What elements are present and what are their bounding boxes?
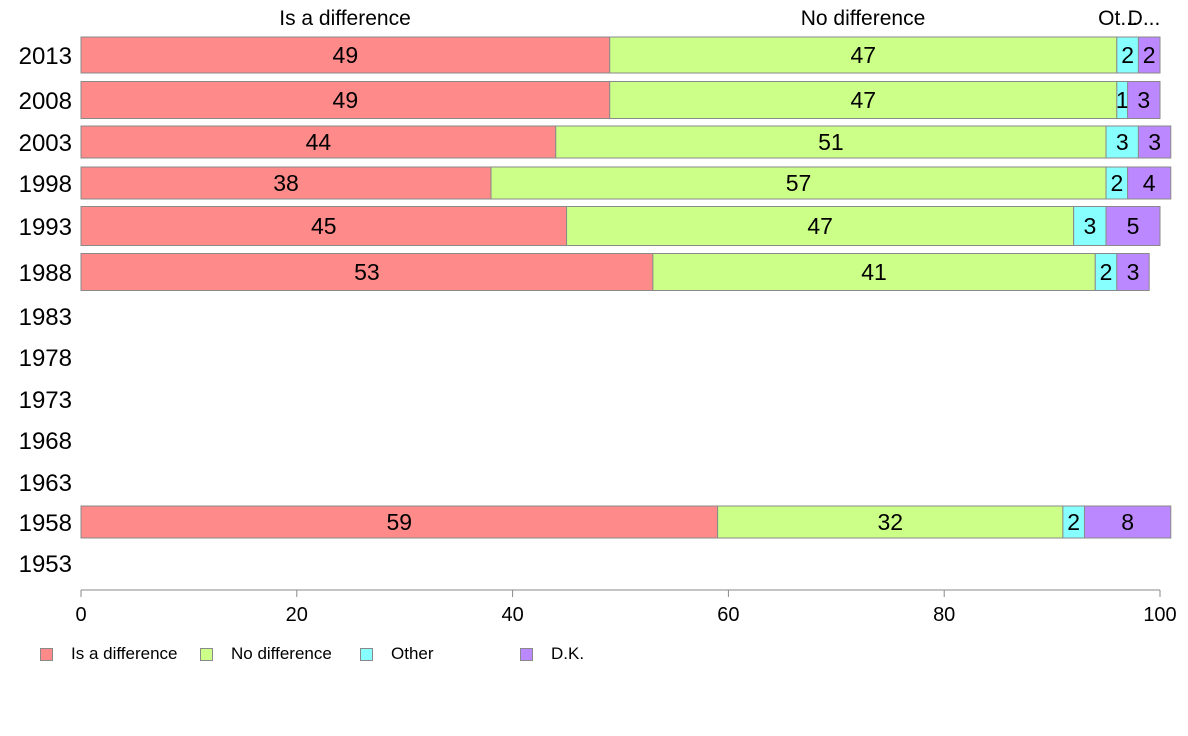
bar-segment — [80, 81, 611, 119]
bar-segment — [80, 505, 719, 539]
x-tick-label: 40 — [501, 604, 523, 626]
data-label: 2 — [1121, 42, 1134, 68]
data-label: 3 — [1127, 259, 1140, 285]
data-label: 4 — [1143, 170, 1156, 196]
bar-segment — [1137, 125, 1172, 159]
legend-item: D.K. — [520, 640, 584, 668]
x-tick-label: 100 — [1143, 604, 1176, 626]
bar-segment — [609, 36, 1118, 74]
bar-segment — [566, 206, 1075, 246]
y-tick-label: 2003 — [19, 130, 72, 157]
legend-swatch — [40, 647, 53, 661]
x-tick-label: 60 — [717, 604, 739, 626]
data-label: 2 — [1110, 170, 1123, 196]
y-tick-label: 1988 — [19, 260, 72, 287]
x-tick-label: 20 — [286, 604, 308, 626]
legend-label: Other — [391, 644, 434, 663]
bar-segment — [1127, 166, 1172, 200]
y-tick-label: 1983 — [19, 304, 72, 331]
legend-item: Other — [360, 640, 434, 668]
bar-segment — [1083, 505, 1172, 539]
bar-segment — [80, 125, 557, 159]
y-tick-label: 1963 — [19, 470, 72, 497]
y-tick-label: 1998 — [19, 171, 72, 198]
data-label: 32 — [877, 509, 903, 535]
legend-label: D.K. — [551, 644, 585, 663]
legend-swatch — [200, 647, 213, 661]
data-label: 1 — [1116, 87, 1129, 113]
bar-segment — [1105, 206, 1161, 246]
legend-item: Is a difference — [40, 640, 177, 668]
bar-segment — [1116, 253, 1150, 291]
data-label: 3 — [1137, 87, 1150, 113]
bar-segment — [1105, 125, 1139, 159]
bar-segment — [717, 505, 1064, 539]
bar-segment — [1137, 36, 1161, 74]
data-label: 47 — [850, 87, 876, 113]
bar-segment — [1073, 206, 1107, 246]
y-tick-label: 1993 — [19, 214, 72, 241]
data-label: 2 — [1143, 42, 1156, 68]
data-label: 2 — [1100, 259, 1113, 285]
data-label: 3 — [1116, 129, 1129, 155]
data-label: 45 — [311, 213, 337, 239]
data-label: 49 — [333, 87, 359, 113]
top-series-label: Ot... — [1098, 7, 1138, 30]
y-tick-label: 2008 — [19, 88, 72, 115]
data-label: 59 — [387, 509, 413, 535]
data-label: 41 — [861, 259, 887, 285]
x-tick-label: 0 — [75, 604, 86, 626]
data-label: 5 — [1127, 213, 1140, 239]
data-label: 49 — [333, 42, 359, 68]
data-label: 3 — [1148, 129, 1161, 155]
top-series-label: Is a difference — [279, 7, 411, 30]
y-tick-label: 1978 — [19, 345, 72, 372]
data-label: 51 — [818, 129, 844, 155]
bar-segment — [652, 253, 1096, 291]
data-label: 47 — [807, 213, 833, 239]
y-tick-label: 1973 — [19, 387, 72, 414]
x-tick-label: 80 — [933, 604, 955, 626]
y-tick-label: 1968 — [19, 428, 72, 455]
y-tick-label: 1953 — [19, 551, 72, 578]
bar-segment — [80, 206, 568, 246]
data-label: 44 — [306, 129, 332, 155]
data-label: 2 — [1067, 509, 1080, 535]
legend-swatch — [520, 647, 533, 661]
legend-label: Is a difference — [71, 644, 178, 663]
legend-item: No difference — [200, 640, 332, 668]
data-label: 8 — [1121, 509, 1134, 535]
data-label: 47 — [850, 42, 876, 68]
y-tick-label: 1958 — [19, 510, 72, 537]
bar-segment — [609, 81, 1118, 119]
top-series-label: No difference — [801, 7, 926, 30]
bar-segment — [80, 166, 492, 200]
data-label: 38 — [273, 170, 299, 196]
bar-segment — [1127, 81, 1161, 119]
bar-segment — [80, 253, 654, 291]
y-tick-label: 2013 — [19, 43, 72, 70]
legend-label: No difference — [231, 644, 332, 663]
top-series-label: D... — [1128, 7, 1161, 30]
data-label: 53 — [354, 259, 380, 285]
data-label: 57 — [786, 170, 812, 196]
legend-swatch — [360, 647, 373, 661]
legend: Is a difference No difference Other D.K. — [0, 640, 1188, 668]
data-label: 3 — [1083, 213, 1096, 239]
